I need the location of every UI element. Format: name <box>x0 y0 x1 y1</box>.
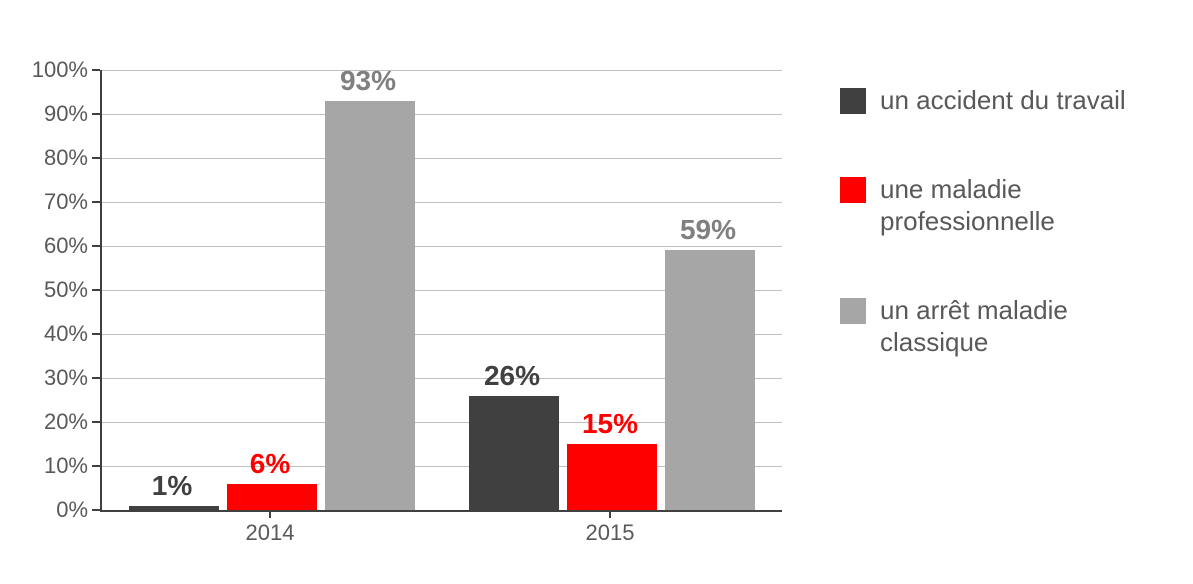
x-tick-mark <box>609 510 611 518</box>
gridline <box>102 202 782 203</box>
y-tick-label: 20% <box>8 409 88 435</box>
y-tick-mark <box>92 289 100 291</box>
y-tick-mark <box>92 245 100 247</box>
x-category-label: 2015 <box>586 520 635 546</box>
y-tick-label: 70% <box>8 189 88 215</box>
x-category-label: 2014 <box>246 520 295 546</box>
legend-item: un arrêt maladie classique <box>840 294 1160 359</box>
y-tick-label: 90% <box>8 101 88 127</box>
legend-swatch <box>840 298 866 324</box>
bar <box>227 484 317 510</box>
y-tick-label: 40% <box>8 321 88 347</box>
legend-item: une maladie professionnelle <box>840 173 1160 238</box>
y-tick-label: 50% <box>8 277 88 303</box>
y-tick-label: 100% <box>8 57 88 83</box>
y-tick-mark <box>92 113 100 115</box>
y-tick-mark <box>92 465 100 467</box>
gridline <box>102 114 782 115</box>
bar <box>665 250 755 510</box>
y-tick-mark <box>92 421 100 423</box>
y-tick-label: 0% <box>8 497 88 523</box>
y-tick-label: 60% <box>8 233 88 259</box>
bar-value-label: 15% <box>582 408 638 440</box>
bar <box>567 444 657 510</box>
y-tick-label: 10% <box>8 453 88 479</box>
legend-label: une maladie professionnelle <box>880 173 1160 238</box>
bar-value-label: 6% <box>250 448 290 480</box>
x-tick-mark <box>269 510 271 518</box>
bar-chart: un accident du travail une maladie profes… <box>0 0 1193 584</box>
legend-swatch <box>840 88 866 114</box>
y-tick-mark <box>92 157 100 159</box>
bar-value-label: 26% <box>484 360 540 392</box>
legend-item: un accident du travail <box>840 84 1160 117</box>
y-tick-label: 30% <box>8 365 88 391</box>
bar <box>469 396 559 510</box>
y-tick-mark <box>92 201 100 203</box>
legend-swatch <box>840 177 866 203</box>
y-tick-mark <box>92 333 100 335</box>
bar <box>325 101 415 510</box>
gridline <box>102 158 782 159</box>
gridline <box>102 70 782 71</box>
legend-label: un arrêt maladie classique <box>880 294 1160 359</box>
y-tick-mark <box>92 69 100 71</box>
bar-value-label: 1% <box>152 470 192 502</box>
y-tick-mark <box>92 377 100 379</box>
bar-value-label: 59% <box>680 214 736 246</box>
plot-area <box>100 70 782 512</box>
y-tick-mark <box>92 509 100 511</box>
bar-value-label: 93% <box>340 65 396 97</box>
bar <box>129 506 219 510</box>
legend: un accident du travail une maladie profes… <box>840 84 1160 415</box>
y-tick-label: 80% <box>8 145 88 171</box>
legend-label: un accident du travail <box>880 84 1126 117</box>
